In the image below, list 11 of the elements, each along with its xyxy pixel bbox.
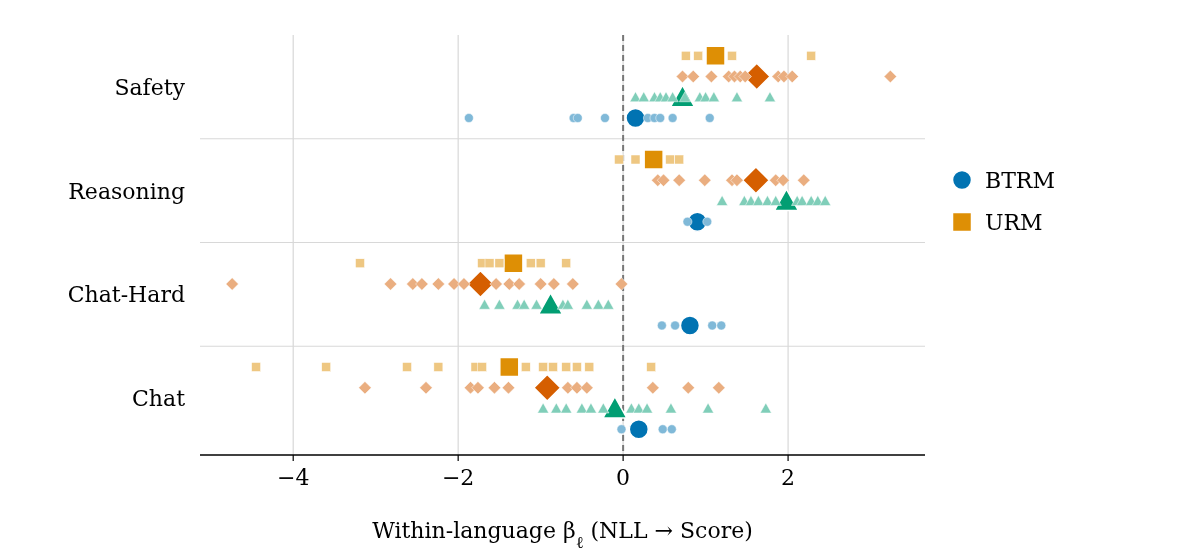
legend-label: BTRM: [985, 168, 1055, 193]
x-axis-title: Within-language β$_{ℓ}$ (NLL → Score): [372, 518, 753, 552]
legend-label: URM: [985, 210, 1043, 235]
x-tick-label: 2: [781, 465, 796, 490]
x-tick-label: −4: [276, 465, 310, 490]
y-tick-label: Chat: [132, 386, 186, 412]
y-tick-label: Safety: [114, 74, 186, 100]
y-tick-label: Reasoning: [68, 178, 185, 204]
x-tick-label: −2: [441, 465, 475, 490]
x-tick-label: 0: [616, 465, 631, 490]
y-tick-label: Chat-Hard: [67, 282, 185, 308]
